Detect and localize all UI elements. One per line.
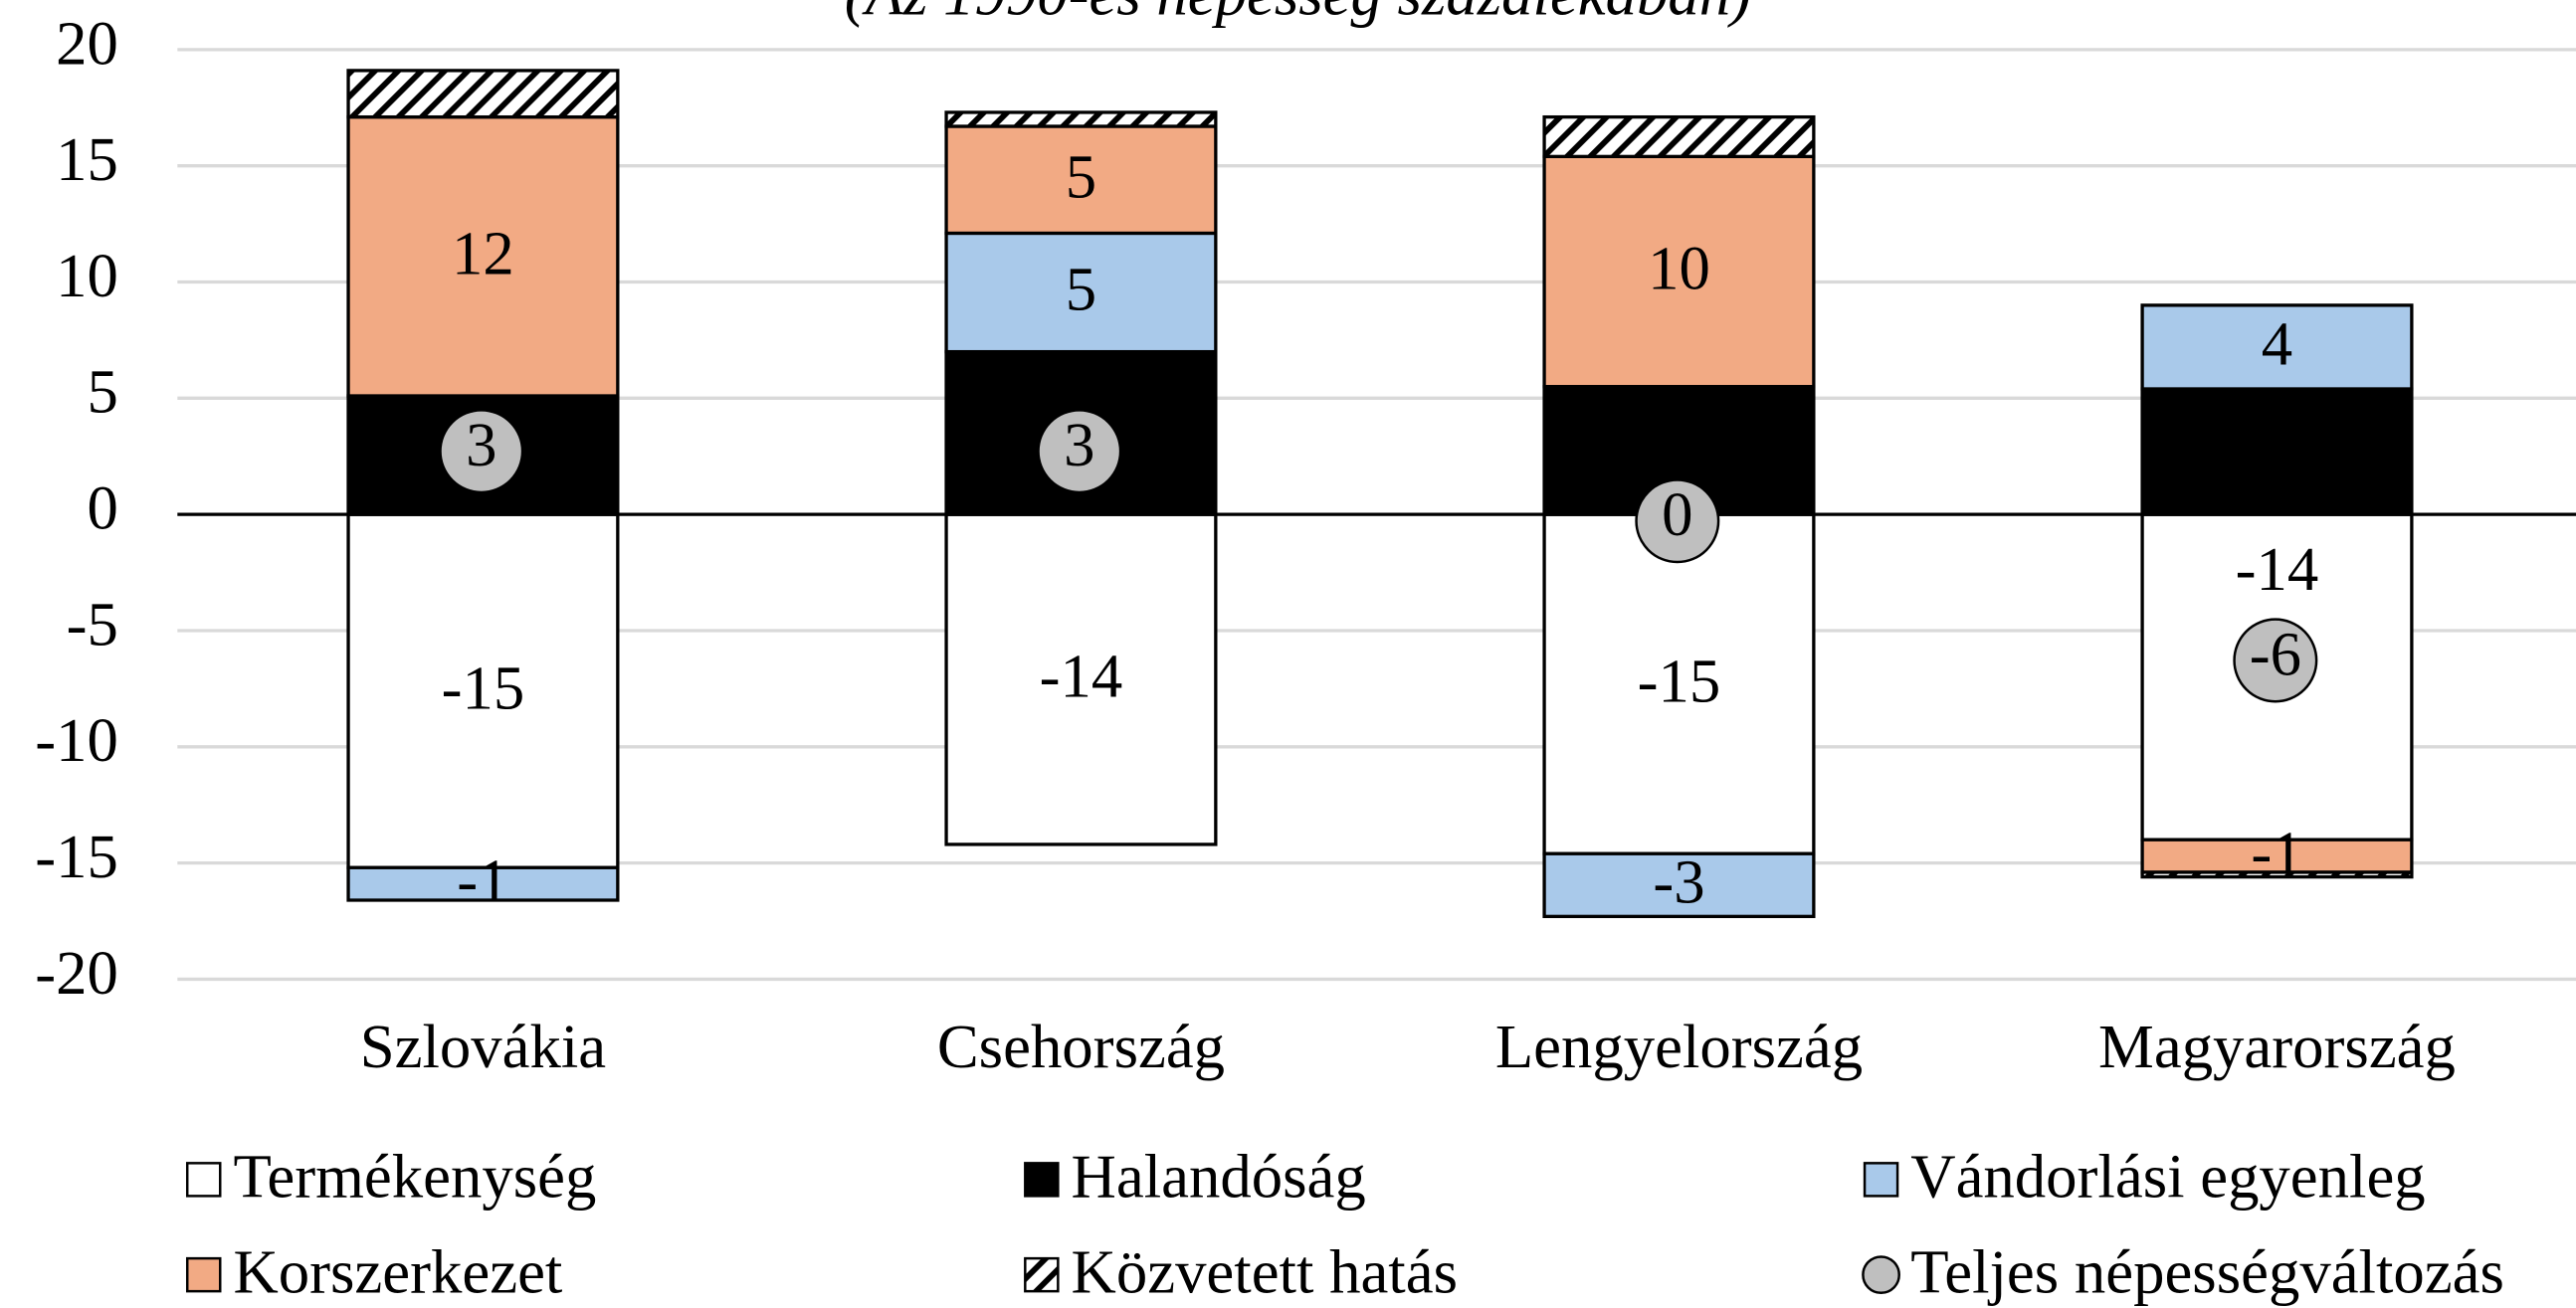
scatter-point <box>2233 618 2318 703</box>
x-tick-label: Szlovákia <box>360 1012 606 1081</box>
bar-segment <box>2140 387 2414 516</box>
data-label: 7 <box>1167 423 1198 492</box>
y-tick-label: -10 <box>35 705 118 775</box>
legend-label: Teljes népességváltozás <box>1910 1236 2504 1306</box>
y-tick-label: -15 <box>35 822 118 891</box>
bar-segment <box>2140 303 2414 391</box>
legend-marker <box>1024 1256 1060 1293</box>
bar-segment <box>2140 838 2414 874</box>
bar-segment <box>2140 870 2414 879</box>
legend-label: Korszerkezet <box>233 1236 562 1306</box>
bar-segment <box>346 114 620 398</box>
data-label: 5 <box>1664 413 1694 482</box>
bar-segment <box>944 124 1218 236</box>
y-tick-label: -5 <box>67 589 118 658</box>
data-label: 5 <box>2262 414 2292 483</box>
y-tick-label: 20 <box>56 8 118 78</box>
legend-label: Termékenység <box>233 1142 596 1212</box>
data-label: -3 <box>1653 846 1704 916</box>
y-tick-label: 15 <box>56 124 118 194</box>
data-label: -15 <box>442 653 525 722</box>
y-tick-label: -20 <box>35 938 118 1008</box>
legend-label: Közvetett hatás <box>1072 1236 1458 1306</box>
legend-marker <box>185 1162 222 1198</box>
data-label: 3 <box>466 410 496 479</box>
x-tick-label: Magyarország <box>2098 1012 2456 1081</box>
data-label: 5 <box>1066 255 1096 324</box>
data-label: 5 <box>1066 141 1096 211</box>
bar-segment <box>944 110 1218 128</box>
legend-marker <box>1024 1162 1060 1198</box>
chart-subtitle: (Az 1990-es népesség százalékában) <box>845 0 1751 29</box>
bar-segment <box>1542 512 1816 855</box>
data-label: 12 <box>452 219 514 288</box>
x-tick-label: Csehország <box>937 1012 1225 1081</box>
data-label: -14 <box>2236 534 2319 604</box>
bar-segment <box>1542 851 1816 918</box>
bar-segment <box>1542 154 1816 389</box>
data-label: 5 <box>569 445 600 514</box>
bar-segment <box>346 69 620 119</box>
scatter-point <box>1635 478 1720 564</box>
y-tick-label: 0 <box>88 473 118 543</box>
data-label: 4 <box>2262 309 2292 379</box>
data-label: -14 <box>1040 642 1123 711</box>
legend-label: Vándorlási egyenleg <box>1910 1142 2425 1212</box>
data-label: 3 <box>1064 410 1094 479</box>
data-label: -1 <box>2251 818 2302 887</box>
y-tick-label: 5 <box>88 357 118 427</box>
legend-marker <box>1863 1162 1899 1198</box>
bar-segment <box>1542 114 1816 159</box>
scatter-point <box>1037 409 1122 494</box>
data-label: -6 <box>2250 619 2301 688</box>
bar-segment <box>944 512 1218 846</box>
data-label: -15 <box>1638 646 1721 715</box>
scatter-point <box>439 409 524 494</box>
legend-marker <box>185 1256 222 1293</box>
data-label: 0 <box>1662 479 1692 549</box>
x-tick-label: Lengyelország <box>1495 1012 1863 1081</box>
legend-label: Halandóság <box>1072 1142 1366 1212</box>
bar-segment <box>346 865 620 902</box>
data-label: 10 <box>1648 234 1710 303</box>
data-label: -1 <box>457 845 508 915</box>
bar-segment <box>346 512 620 869</box>
y-tick-label: 10 <box>56 241 118 310</box>
legend-marker <box>1862 1255 1900 1295</box>
